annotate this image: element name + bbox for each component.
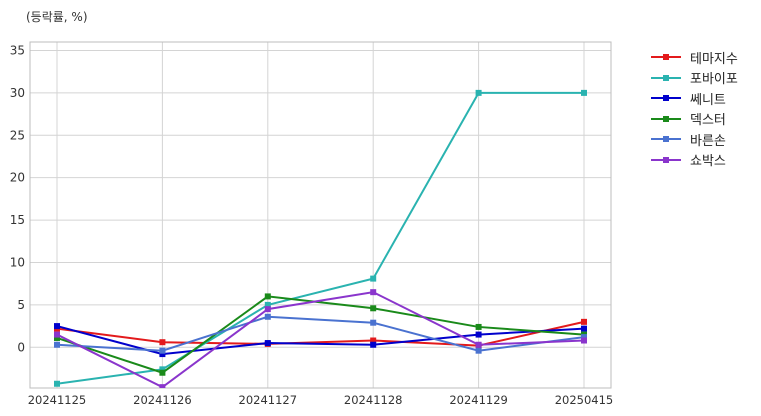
data-point — [370, 289, 377, 296]
x-tick-label: 20250415 — [555, 393, 614, 407]
data-point — [264, 313, 271, 320]
data-point — [581, 337, 587, 344]
data-point — [581, 89, 587, 96]
data-point — [159, 369, 166, 376]
data-point — [54, 341, 60, 348]
series-line — [56, 91, 584, 385]
unit-label: (등락률, %) — [26, 10, 88, 24]
data-point — [370, 305, 377, 312]
legend-label: 포바이포 — [690, 72, 738, 88]
data-point — [370, 341, 377, 348]
data-point — [475, 323, 482, 330]
y-tick-label: 20 — [10, 171, 25, 185]
series-line — [56, 320, 585, 347]
legend-label: 바른손 — [690, 133, 726, 149]
data-point — [475, 331, 482, 338]
data-point — [159, 347, 166, 354]
y-tick-label: 0 — [17, 340, 25, 354]
series-4 — [54, 293, 587, 376]
legend-label: 쎄니트 — [690, 92, 726, 108]
series-line — [56, 315, 585, 352]
legend-swatch — [651, 54, 681, 61]
y-tick-label: 25 — [10, 128, 25, 142]
data-point — [475, 89, 482, 96]
data-point — [264, 340, 271, 347]
x-tick-label: 20241127 — [239, 393, 298, 407]
x-tick-label: 20241129 — [449, 393, 508, 407]
data-point — [159, 366, 166, 373]
data-point — [159, 384, 166, 388]
y-tick-label: 15 — [10, 213, 25, 227]
data-point — [370, 319, 377, 326]
series-line — [56, 295, 585, 374]
legend-swatch — [651, 95, 681, 102]
y-tick-label: 30 — [10, 86, 25, 100]
data-point — [475, 341, 482, 348]
data-point — [54, 323, 60, 330]
series-2 — [54, 89, 587, 387]
x-tick-label: 20241125 — [28, 393, 87, 407]
legend-swatch — [651, 74, 681, 81]
x-tick-label: 20241126 — [133, 393, 192, 407]
data-point — [370, 275, 377, 282]
data-point — [581, 318, 587, 325]
grid — [30, 42, 611, 388]
data-point — [264, 301, 271, 308]
data-point — [264, 293, 271, 300]
data-point — [581, 325, 587, 332]
legend-item: 덱스터 — [650, 109, 738, 130]
legend-item: 바른손 — [650, 129, 738, 150]
legend-item: 쇼박스 — [650, 150, 738, 171]
legend-label: 쇼박스 — [690, 154, 726, 170]
data-point — [475, 347, 482, 354]
data-point — [159, 339, 166, 346]
data-point — [581, 334, 587, 341]
data-point — [54, 380, 60, 387]
tick-labels: 0 5 10 15 20 25 30 35 20241125 20241126 20241127 20… — [10, 43, 614, 407]
series-6 — [54, 289, 587, 388]
legend-label: 덱스터 — [690, 113, 726, 129]
data-point — [264, 306, 271, 313]
legend-swatch — [651, 136, 681, 143]
legend-item: 포바이포 — [650, 68, 738, 89]
series-line — [56, 291, 585, 388]
legend-label: 테마지수 — [690, 51, 738, 67]
legend-swatch — [651, 156, 681, 163]
y-tick-label: 10 — [10, 255, 25, 269]
legend-swatch — [651, 115, 681, 122]
data-point — [159, 351, 166, 358]
data-point — [54, 334, 60, 341]
x-tick-label: 20241128 — [344, 393, 403, 407]
data-point — [370, 337, 377, 344]
legend-item: 테마지수 — [650, 47, 738, 68]
series-layer — [54, 89, 587, 388]
y-tick-label: 35 — [10, 43, 25, 57]
y-tick-label: 5 — [17, 298, 25, 312]
series-5 — [54, 313, 587, 354]
plot-frame — [29, 41, 612, 389]
data-point — [54, 331, 60, 338]
legend-item: 쎄니트 — [650, 88, 738, 109]
